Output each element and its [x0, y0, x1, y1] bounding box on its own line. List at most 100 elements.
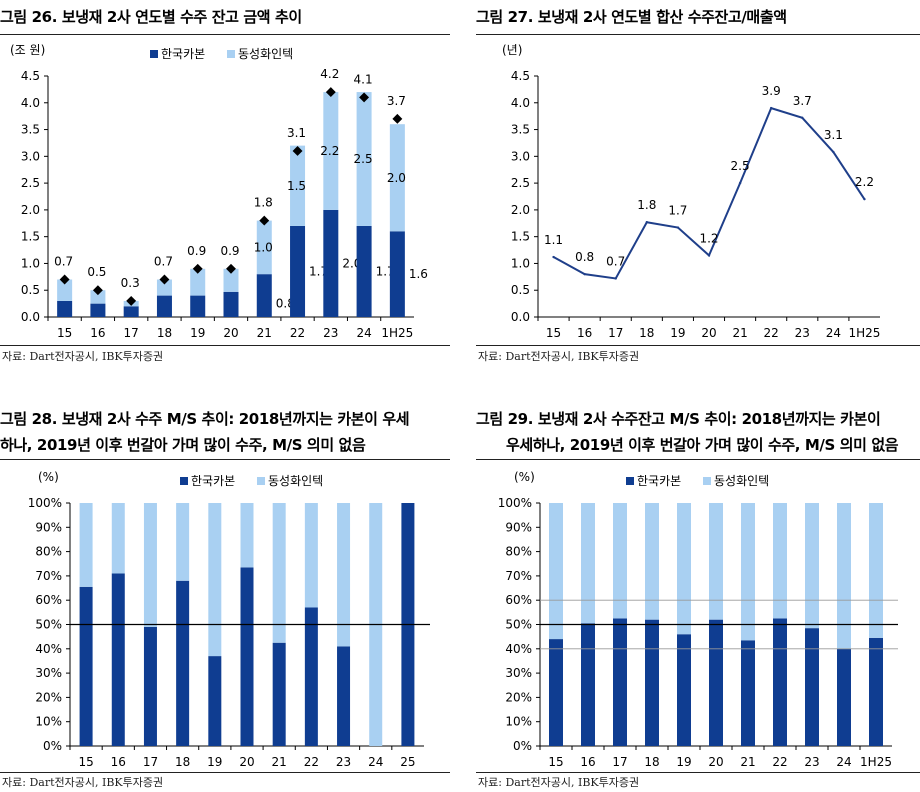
c29-bar-kc — [645, 619, 659, 746]
c26-xtick-label: 18 — [157, 326, 172, 340]
c28-xtick-label: 19 — [207, 755, 222, 769]
c29-bar-dsi — [773, 503, 787, 619]
c28-bar-dsi — [176, 503, 190, 581]
c29-ytick-label: 30% — [505, 666, 532, 680]
fig27-chart: 0.0 0.5 1.0 1.5 2.0 2.5 3.0 3.5 4.0 4.5 15 16 17 18 19… — [502, 43, 880, 340]
c27-ytick-label: 1.5 — [511, 230, 530, 244]
c27-series-line — [553, 106, 866, 280]
c28-bar-kc — [111, 573, 125, 746]
c29-bar-dsi — [869, 503, 883, 638]
c28-unit-label: (%) — [38, 470, 59, 484]
panel-fig29: 그림 29. 보냉재 2사 수주잔고 M/S 추이: 2018년까지는 카본이 … — [476, 400, 920, 792]
c29-bar-kc — [837, 648, 851, 746]
c28-xtick-label: 24 — [368, 755, 383, 769]
c26-xtick-label: 17 — [124, 326, 139, 340]
c29-legend-swatch-kc — [626, 477, 634, 485]
c26-unit-label: (조 원) — [10, 43, 45, 57]
c26-ytick-label: 1.0 — [21, 256, 40, 270]
c26-total-label: 0.5 — [87, 265, 106, 279]
c29-bar-kc — [549, 639, 563, 746]
c26-total-label: 0.9 — [220, 244, 239, 258]
c27-value-label: 3.9 — [762, 84, 781, 98]
c29-ytick-label: 10% — [505, 715, 532, 729]
c26-bar-kc — [190, 295, 206, 317]
c29-bar-kc — [581, 623, 595, 746]
c26-bar-kc — [356, 225, 372, 317]
c28-ytick-label: 90% — [35, 520, 62, 534]
c27-value-label: 0.8 — [575, 250, 594, 264]
c27-value-label: 1.2 — [699, 231, 718, 245]
c28-ytick-label: 80% — [35, 545, 62, 559]
c29-ytick-label: 0% — [513, 739, 532, 753]
c28-ytick-label: 0% — [43, 739, 62, 753]
c27-value-label: 1.7 — [668, 204, 687, 218]
fig28-title-line1: 그림 28. 보냉재 2사 수주 M/S 추이: 2018년까지는 카본이 우세 — [0, 410, 410, 428]
c26-total-marker — [259, 215, 270, 226]
c26-bar-kc — [123, 306, 139, 317]
c27-xtick-label: 16 — [577, 326, 592, 340]
c29-ytick-label: 70% — [505, 569, 532, 583]
c26-bar-dsi — [356, 92, 372, 226]
c28-bar-dsi — [111, 503, 125, 574]
c26-total-marker — [392, 113, 403, 124]
c26-total-label: 0.9 — [187, 244, 206, 258]
c28-bar-kc — [337, 646, 351, 746]
c27-ytick-label: 0.0 — [511, 310, 530, 324]
c28-bar-kc — [143, 626, 157, 746]
c26-total-label: 0.3 — [121, 276, 140, 290]
c27-point — [645, 221, 649, 224]
c28-xtick-label: 17 — [143, 755, 158, 769]
c29-bar-dsi — [677, 503, 691, 635]
c27-xtick-label: 23 — [795, 326, 810, 340]
c29-bar-dsi — [613, 503, 627, 619]
c29-ytick-label: 60% — [505, 593, 532, 607]
c27-point — [801, 116, 804, 119]
fig26-source: 자료: Dart전자공시, IBK투자증권 — [2, 350, 164, 363]
c26-total-label: 3.1 — [287, 126, 306, 140]
c29-xtick-label: 1H25 — [860, 755, 892, 769]
c29-xtick-label: 24 — [836, 755, 851, 769]
fig26-top-rule — [0, 34, 450, 35]
c27-point — [769, 106, 773, 110]
c28-bar-kc — [240, 567, 254, 746]
c27-point — [738, 181, 742, 185]
c27-value-label: 0.7 — [606, 254, 625, 268]
c28-ytick-label: 30% — [35, 666, 62, 680]
c28-ytick-label: 10% — [35, 715, 62, 729]
c28-ytick-label: 60% — [35, 593, 62, 607]
fig28-bottom-rule — [0, 772, 450, 773]
c29-legend-label-kc: 한국카본 — [637, 474, 681, 488]
c29-bar-dsi — [805, 503, 819, 629]
fig29-title-line1: 그림 29. 보냉재 2사 수주잔고 M/S 추이: 2018년까지는 카본이 — [476, 410, 881, 428]
fig27-top-rule — [476, 34, 920, 35]
c26-legend-label-dsi: 동성화인텍 — [238, 47, 293, 61]
c26-bar-dsi — [323, 92, 339, 210]
c29-bar-kc — [677, 634, 691, 746]
c26-xtick-label: 15 — [57, 326, 72, 340]
c26-total-label: 4.2 — [320, 67, 339, 81]
c26-bar-dsi — [389, 124, 405, 232]
c29-ytick-label: 80% — [505, 545, 532, 559]
c26-legend-label-kc: 한국카본 — [161, 47, 205, 61]
c26-value-label-dsi: 1.0 — [254, 240, 273, 254]
c27-xtick-label: 17 — [608, 326, 623, 340]
c26-bar-kc — [57, 300, 73, 317]
c26-ytick-label: 0.0 — [21, 310, 40, 324]
fig27-bottom-rule — [476, 345, 920, 346]
c27-xtick-label: 18 — [639, 326, 654, 340]
c26-total-marker — [192, 263, 203, 274]
c29-ytick-label: 100% — [498, 496, 532, 510]
c28-xtick-label: 15 — [78, 755, 93, 769]
c29-xtick-label: 17 — [612, 755, 627, 769]
fig28-top-rule — [0, 459, 450, 460]
c26-bar-dsi — [156, 279, 172, 296]
c29-bar-kc — [741, 640, 755, 746]
c28-bar-dsi — [272, 503, 286, 643]
c26-bar-kc — [290, 225, 306, 317]
c27-point — [676, 226, 680, 229]
c26-total-label: 4.1 — [354, 72, 373, 86]
c29-xtick-label: 23 — [804, 755, 819, 769]
c28-ytick-label: 50% — [35, 618, 62, 632]
c29-bar-dsi — [709, 503, 723, 620]
c26-bar-dsi — [256, 220, 272, 275]
